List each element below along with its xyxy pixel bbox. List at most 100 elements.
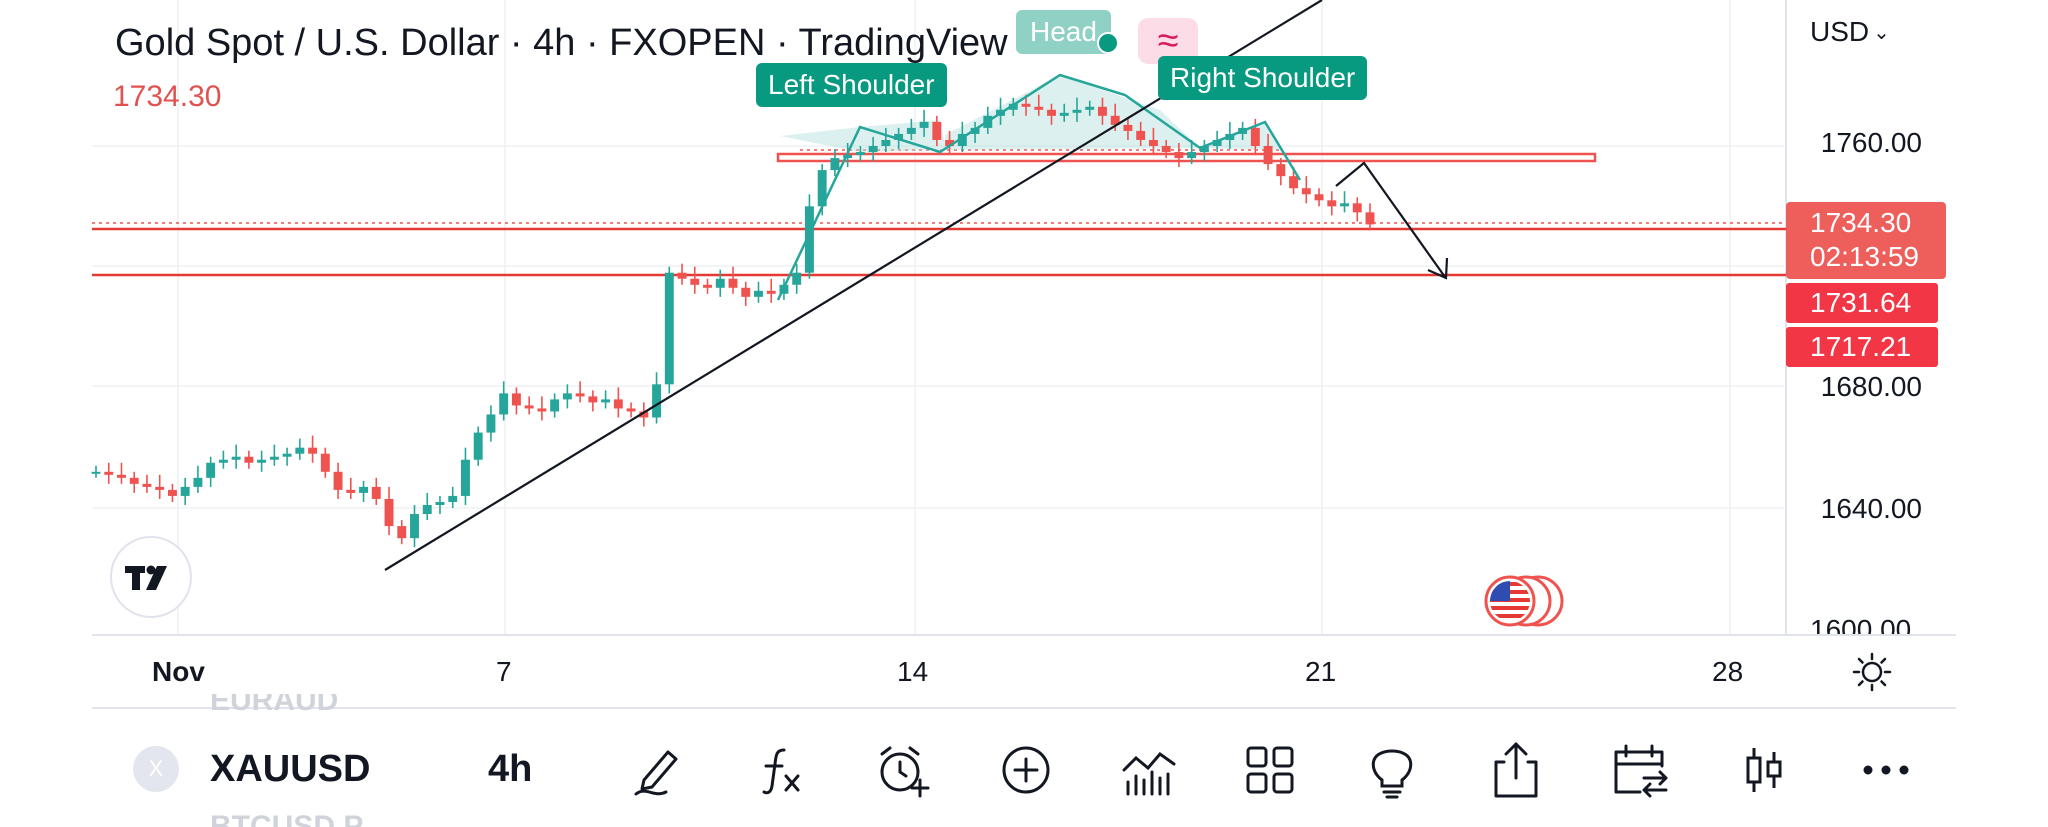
candle-body — [142, 483, 152, 487]
candle-body — [117, 474, 126, 478]
candle-body — [1034, 106, 1044, 110]
candle-body — [1212, 139, 1222, 146]
symbol-avatar-initial: X — [148, 756, 164, 781]
left-shoulder-label[interactable]: Left Shoulder — [756, 63, 947, 107]
candle-body — [244, 456, 254, 463]
candle-body — [1340, 203, 1349, 207]
candle-body — [231, 456, 241, 460]
candle-body — [1148, 139, 1158, 146]
projection-arrowhead — [1427, 257, 1449, 280]
candle-body — [1276, 164, 1286, 177]
chart-title: Gold Spot / U.S. Dollar · 4h · FXOPEN · … — [115, 22, 1008, 64]
time-label-7: 7 — [496, 656, 512, 687]
layout-grid-icon[interactable] — [1240, 735, 1300, 805]
candle-body — [511, 393, 521, 406]
candle-body — [1098, 106, 1107, 116]
settings-sun-icon[interactable] — [1852, 652, 1892, 692]
candle-body — [664, 272, 674, 385]
price-label-1760: 1760.00 — [1820, 127, 1922, 158]
current-price-value: 1734.30 — [1810, 207, 1912, 238]
add-plus-icon[interactable] — [996, 735, 1056, 805]
candle-body — [881, 139, 891, 146]
candle-body — [257, 459, 267, 463]
candle-body — [155, 486, 165, 490]
share-icon[interactable] — [1486, 735, 1546, 805]
candle-body — [1187, 152, 1197, 159]
candle-body — [91, 471, 101, 474]
head-anchor-dot[interactable] — [1097, 32, 1119, 54]
candle-body — [473, 432, 483, 460]
candle-body — [1136, 130, 1146, 140]
header-last-price: 1734.30 — [113, 80, 222, 113]
candle-body — [843, 155, 853, 159]
level-1717-badge: 1717.21 — [1786, 327, 1938, 367]
currency-selector[interactable]: USD ⌄ — [1810, 16, 1890, 48]
head-label[interactable]: Head — [1016, 10, 1111, 54]
candle-body — [652, 384, 662, 418]
candle-body — [588, 396, 598, 403]
symbol-avatar[interactable]: X — [133, 746, 179, 792]
candle-body — [1301, 188, 1311, 195]
candle-body — [754, 290, 763, 297]
candle-body — [715, 278, 725, 288]
candle-body — [435, 501, 445, 505]
more-icon[interactable] — [1856, 735, 1916, 805]
candle-body — [957, 133, 967, 146]
price-label-1640: 1640.00 — [1820, 493, 1922, 524]
candle-body — [804, 206, 814, 273]
candle-body — [1289, 176, 1299, 189]
candle-body — [1263, 146, 1273, 165]
interval-selector[interactable]: 4h — [488, 748, 533, 790]
candle-body — [359, 486, 368, 493]
tradingview-logo-icon[interactable] — [110, 536, 192, 618]
level-1731-badge: 1731.64 — [1786, 283, 1938, 323]
candle-body — [524, 405, 534, 409]
candle-body — [461, 459, 470, 496]
candle-body — [690, 278, 700, 285]
right-shoulder-label[interactable]: Right Shoulder — [1158, 56, 1368, 100]
candle-body — [792, 272, 802, 285]
candle-body — [945, 139, 955, 146]
time-label-14: 14 — [897, 656, 929, 687]
candle-body — [180, 486, 190, 496]
candle-body — [410, 514, 419, 539]
candle-body — [728, 278, 738, 288]
candle-body — [626, 408, 636, 412]
us-flag-icon[interactable] — [1482, 573, 1566, 629]
candle-body — [282, 453, 292, 457]
candle-body — [193, 477, 203, 487]
chevron-down-icon: ⌄ — [1873, 21, 1890, 44]
candle-body — [817, 170, 827, 207]
candle-body — [129, 477, 139, 484]
candle-body — [677, 272, 687, 279]
candle-body — [1250, 127, 1260, 146]
candle-body — [1072, 109, 1082, 113]
indicator-fx-icon[interactable] — [752, 735, 812, 805]
candle-body — [703, 284, 712, 288]
price-label-1600-wrap: 1600.00 — [1786, 610, 1956, 634]
chart-bars-icon[interactable] — [1118, 735, 1182, 805]
candle-body — [575, 393, 585, 397]
candle-body — [1085, 106, 1095, 110]
head-and-shoulders-line — [776, 73, 1302, 301]
alert-clock-icon[interactable] — [872, 735, 936, 805]
date-range-icon[interactable] — [1608, 735, 1672, 805]
chart-type-candle-icon[interactable] — [1734, 735, 1794, 805]
candle-body — [537, 408, 547, 412]
candle-body — [601, 399, 611, 403]
candle-body — [919, 121, 929, 128]
candle-body — [1365, 212, 1375, 225]
symbol-name[interactable]: XAUUSD — [210, 748, 371, 790]
candle-body — [639, 411, 649, 418]
candle-body — [1123, 124, 1133, 131]
projection-path — [1335, 161, 1446, 278]
draw-pen-icon[interactable] — [628, 735, 688, 805]
candle-body — [741, 287, 751, 297]
candle-body — [269, 456, 279, 460]
idea-bulb-icon[interactable] — [1362, 735, 1422, 805]
left-shoulder-area — [780, 120, 946, 152]
candle-body — [333, 471, 343, 490]
candle-body — [855, 152, 865, 156]
